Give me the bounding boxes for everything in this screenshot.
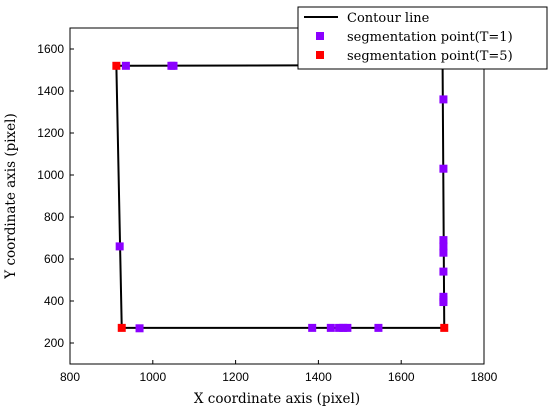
segmentation-point-t5 — [440, 323, 449, 332]
y-tick-label: 400 — [44, 294, 64, 308]
segmentation-point-t1 — [439, 248, 448, 257]
legend-box — [297, 6, 548, 70]
legend-label-contour-line: Contour line — [347, 11, 430, 26]
series-layer — [112, 61, 449, 333]
legend: Contour line segmentation point(T=1) seg… — [297, 6, 548, 70]
segmentation-point-t1 — [169, 61, 178, 70]
segmentation-point-t1 — [326, 323, 335, 332]
y-axis-title: Y coordinate axis (pixel) — [3, 113, 19, 280]
segmentation-point-t1 — [374, 323, 383, 332]
segmentation-point-t5 — [117, 323, 126, 332]
x-tick-label: 1000 — [139, 370, 166, 384]
segmentation-point-t1 — [439, 298, 448, 307]
segmentation-point-t1 — [439, 242, 448, 251]
x-tick-label: 1400 — [305, 370, 332, 384]
x-tick-label: 1600 — [388, 370, 415, 384]
y-tick-label: 800 — [44, 210, 64, 224]
y-tick-label: 1200 — [37, 126, 64, 140]
y-tick-label: 200 — [44, 336, 64, 350]
x-tick-label: 1200 — [222, 370, 249, 384]
y-tick-label: 1600 — [37, 42, 64, 56]
segmentation-point-t1 — [439, 267, 448, 276]
segmentation-point-t5 — [112, 61, 121, 70]
y-tick-label: 1000 — [37, 168, 64, 182]
segmentation-point-t1 — [343, 323, 352, 332]
segmentation-point-t1 — [439, 236, 448, 245]
segmentation-point-t1 — [121, 61, 130, 70]
legend-label-t5: segmentation point(T=5) — [347, 49, 513, 64]
x-axis: 800 1000 1200 1400 1600 1800 — [60, 360, 498, 384]
y-tick-label: 1400 — [37, 84, 64, 98]
segmentation-point-t1 — [439, 95, 448, 104]
legend-swatch-t1 — [316, 32, 324, 40]
x-tick-label: 1800 — [471, 370, 498, 384]
segmentation-point-t1 — [135, 324, 144, 333]
legend-swatch-t5 — [316, 51, 324, 59]
segmentation-point-t1 — [439, 164, 448, 173]
y-tick-label: 600 — [44, 252, 64, 266]
plot-area-frame — [69, 27, 485, 365]
y-axis: 200 400 600 800 1000 1200 1400 1600 — [37, 42, 74, 350]
segmentation-point-t1 — [308, 323, 317, 332]
x-tick-label: 800 — [60, 370, 80, 384]
contour-line — [115, 63, 446, 329]
segmentation-point-t1 — [115, 242, 124, 251]
segmentation-point-t1 — [335, 323, 344, 332]
x-axis-title: X coordinate axis (pixel) — [194, 391, 360, 407]
segmentation-point-t1 — [339, 323, 348, 332]
legend-label-t1: segmentation point(T=1) — [347, 30, 513, 45]
